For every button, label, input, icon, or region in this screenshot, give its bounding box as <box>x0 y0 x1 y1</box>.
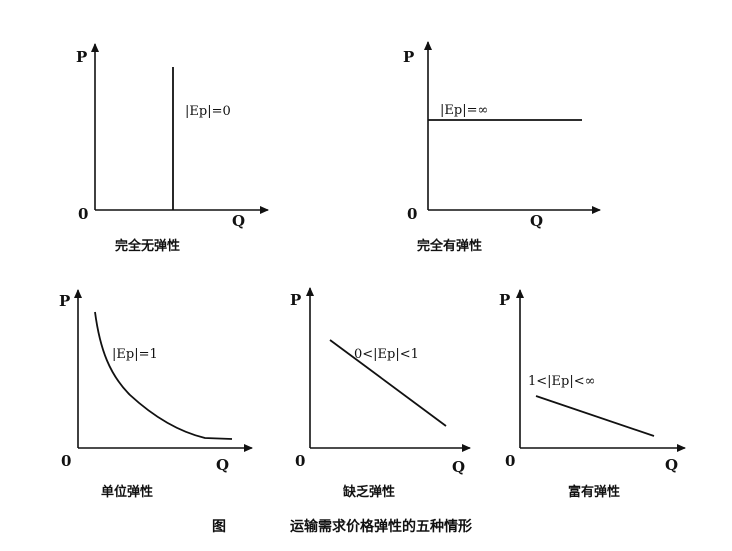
elasticity-annotation: 0<|Ep|<1 <box>354 347 419 362</box>
panel-perfectly-inelastic: P 0 Q |Ep|=0 完全无弹性 <box>76 43 269 254</box>
origin-label: 0 <box>78 205 88 223</box>
origin-label: 0 <box>407 205 417 223</box>
demand-curve-flat <box>535 395 655 437</box>
elasticity-annotation: |Ep|=∞ <box>440 103 488 118</box>
panel-perfectly-elastic: P 0 Q |Ep|=∞ 完全有弹性 <box>403 41 601 254</box>
panel-caption: 单位弹性 <box>101 484 153 500</box>
y-axis-label: P <box>59 292 70 310</box>
origin-label: 0 <box>505 452 515 470</box>
y-axis-label: P <box>499 291 510 309</box>
x-axis-label: Q <box>665 456 678 474</box>
figure-title: 运输需求价格弹性的五种情形 <box>290 518 472 535</box>
origin-label: 0 <box>61 452 71 470</box>
x-axis-label: Q <box>530 212 543 230</box>
x-axis-label: Q <box>216 456 229 474</box>
y-axis-label: P <box>290 291 301 309</box>
y-axis-label: P <box>403 48 414 66</box>
origin-label: 0 <box>295 452 305 470</box>
demand-curve-steep <box>329 339 447 427</box>
panel-unit-elastic: P 0 Q |Ep|=1 单位弹性 <box>59 289 253 500</box>
figure-label: 图 <box>212 519 226 535</box>
panel-caption: 完全有弹性 <box>417 238 482 254</box>
elasticity-annotation: |Ep|=0 <box>185 104 231 119</box>
panel-caption: 缺乏弹性 <box>342 484 395 500</box>
panel-caption: 完全无弹性 <box>115 238 180 254</box>
x-axis-label: Q <box>232 212 245 230</box>
x-axis-label: Q <box>452 458 465 476</box>
panel-inelastic: P 0 Q 0<|Ep|<1 缺乏弹性 <box>290 287 471 500</box>
demand-curve-hyperbola <box>94 311 233 440</box>
elasticity-annotation: |Ep|=1 <box>112 347 158 362</box>
panel-caption: 富有弹性 <box>568 484 620 500</box>
elasticity-annotation: 1<|Ep|<∞ <box>528 374 595 389</box>
panel-elastic: P 0 Q 1<|Ep|<∞ 富有弹性 <box>499 289 686 500</box>
y-axis-label: P <box>76 48 87 66</box>
